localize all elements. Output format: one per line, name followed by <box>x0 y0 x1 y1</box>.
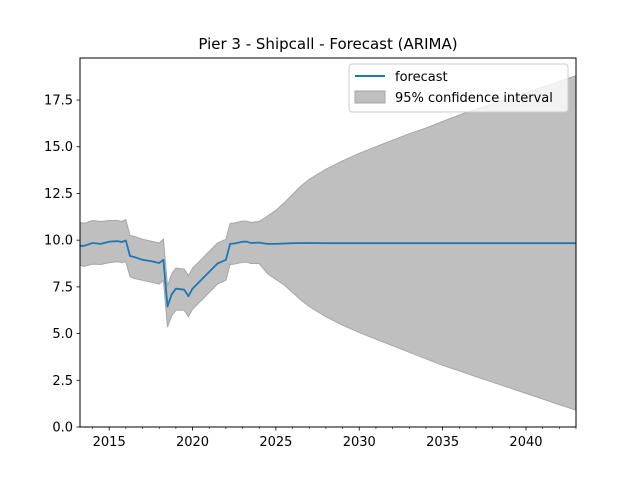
y-tick-label: 12.5 <box>44 187 73 202</box>
y-tick-label: 17.5 <box>44 94 73 109</box>
x-tick-label: 2020 <box>176 435 209 450</box>
y-tick-label: 10.0 <box>44 234 73 249</box>
y-tick-label: 0.0 <box>52 421 73 436</box>
x-tick-label: 2040 <box>509 435 542 450</box>
y-tick-label: 15.0 <box>44 140 73 155</box>
forecast-line <box>80 239 576 308</box>
forecast-line-layer <box>80 239 576 308</box>
x-tick-label: 2025 <box>259 435 292 450</box>
y-tick-label: 5.0 <box>52 327 73 342</box>
y-tick-label: 2.5 <box>52 374 73 389</box>
x-tick-label: 2030 <box>343 435 376 450</box>
axes-frame <box>79 57 577 428</box>
legend-confidence-label: 95% confidence interval <box>395 91 553 106</box>
legend-box <box>348 63 569 113</box>
y-axis: 0.0 2.5 5.0 7.5 10.0 12.5 15.0 17.5 <box>44 94 80 436</box>
legend-confidence-swatch <box>354 90 386 104</box>
legend-forecast-label: forecast <box>395 70 448 85</box>
x-axis: 2015 2020 2025 2030 2035 2040 <box>92 427 577 450</box>
x-tick-label: 2015 <box>93 435 126 450</box>
y-tick-label: 7.5 <box>52 280 73 295</box>
legend: forecast 95% confidence interval <box>348 63 569 113</box>
chart-title: Pier 3 - Shipcall - Forecast (ARIMA) <box>198 35 457 53</box>
x-tick-label: 2035 <box>426 435 459 450</box>
